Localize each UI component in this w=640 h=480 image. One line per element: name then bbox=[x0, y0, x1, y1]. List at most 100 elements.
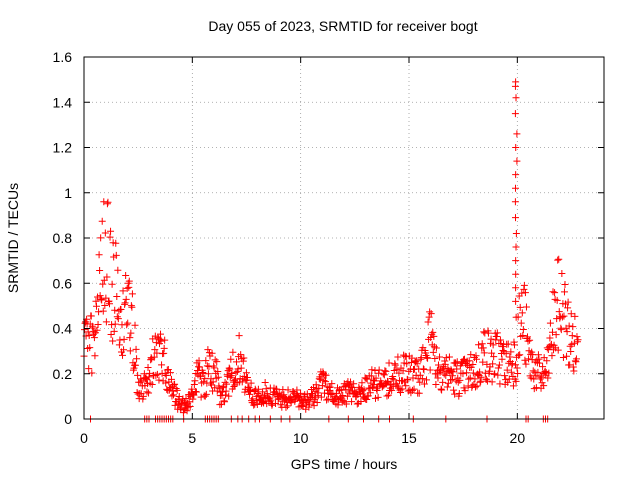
data-point bbox=[313, 398, 321, 406]
data-point bbox=[131, 321, 139, 329]
data-point bbox=[218, 388, 226, 396]
data-point bbox=[423, 376, 431, 384]
data-point bbox=[99, 280, 107, 288]
data-point bbox=[260, 399, 268, 407]
data-point bbox=[480, 328, 488, 336]
data-point bbox=[388, 386, 396, 394]
data-point bbox=[89, 324, 97, 332]
data-point bbox=[225, 392, 233, 400]
data-point bbox=[305, 400, 313, 408]
data-point bbox=[501, 372, 509, 380]
data-point bbox=[121, 299, 129, 307]
data-point bbox=[413, 357, 421, 365]
data-point bbox=[99, 307, 107, 315]
data-point bbox=[558, 270, 566, 278]
data-point bbox=[152, 339, 160, 347]
data-point bbox=[186, 403, 194, 410]
data-point bbox=[148, 381, 156, 389]
data-point bbox=[254, 385, 262, 393]
data-point bbox=[512, 270, 520, 278]
y-tick-label: 0.8 bbox=[53, 230, 73, 246]
data-point bbox=[104, 198, 112, 206]
data-point bbox=[160, 349, 168, 357]
data-point bbox=[158, 361, 166, 369]
data-point bbox=[552, 331, 560, 339]
data-point bbox=[521, 289, 529, 297]
data-point bbox=[494, 371, 502, 379]
data-point bbox=[348, 384, 356, 392]
data-point bbox=[448, 367, 456, 375]
data-point bbox=[408, 386, 416, 394]
data-point bbox=[235, 332, 243, 340]
data-point bbox=[305, 403, 313, 411]
data-point bbox=[436, 353, 444, 361]
data-point bbox=[403, 360, 411, 368]
data-point bbox=[476, 368, 484, 376]
data-point bbox=[281, 395, 289, 403]
data-point bbox=[410, 385, 418, 393]
data-point bbox=[545, 369, 553, 377]
data-point bbox=[424, 318, 432, 326]
data-point bbox=[320, 389, 328, 397]
data-point bbox=[229, 348, 237, 356]
data-point bbox=[546, 319, 554, 327]
data-point bbox=[514, 369, 522, 377]
data-point bbox=[157, 330, 165, 338]
data-point bbox=[334, 401, 342, 409]
data-point bbox=[126, 334, 134, 342]
data-point bbox=[434, 374, 442, 382]
data-point bbox=[342, 386, 350, 394]
data-point bbox=[297, 389, 305, 397]
data-point bbox=[431, 354, 439, 362]
data-point bbox=[210, 362, 218, 370]
data-point bbox=[512, 257, 520, 265]
data-point bbox=[116, 336, 124, 344]
data-point bbox=[282, 403, 290, 411]
data-point bbox=[512, 361, 520, 369]
data-point bbox=[96, 267, 104, 275]
data-point bbox=[240, 354, 248, 362]
data-point bbox=[284, 402, 292, 410]
data-point bbox=[513, 130, 521, 138]
data-point bbox=[289, 388, 297, 396]
data-point bbox=[518, 289, 526, 297]
data-point bbox=[276, 392, 284, 400]
data-point bbox=[85, 332, 93, 340]
data-point bbox=[551, 289, 559, 297]
data-point bbox=[123, 321, 131, 329]
data-point bbox=[430, 332, 438, 340]
data-point bbox=[132, 345, 140, 353]
data-point bbox=[373, 386, 381, 394]
data-point bbox=[503, 366, 511, 374]
data-point bbox=[124, 319, 132, 327]
data-point bbox=[479, 344, 487, 352]
data-point bbox=[368, 366, 376, 374]
data-point bbox=[506, 353, 514, 361]
data-point bbox=[548, 352, 556, 360]
data-point bbox=[153, 349, 161, 357]
data-point bbox=[404, 376, 412, 384]
data-point bbox=[195, 357, 203, 365]
data-point bbox=[284, 386, 292, 394]
data-point bbox=[448, 375, 456, 383]
data-point bbox=[441, 357, 449, 365]
data-point bbox=[456, 376, 464, 384]
data-point bbox=[475, 341, 483, 349]
data-point bbox=[257, 393, 265, 401]
data-point bbox=[441, 360, 449, 368]
data-point bbox=[560, 288, 568, 296]
data-point bbox=[489, 341, 497, 349]
data-point bbox=[117, 306, 125, 314]
data-point bbox=[326, 387, 334, 395]
data-point bbox=[221, 398, 229, 406]
data-point bbox=[81, 326, 89, 334]
data-point bbox=[495, 361, 503, 369]
data-point bbox=[539, 363, 547, 371]
data-point bbox=[512, 377, 520, 385]
y-tick-label: 0.6 bbox=[53, 275, 73, 291]
data-point bbox=[399, 367, 407, 375]
data-point bbox=[315, 384, 323, 392]
data-point bbox=[126, 347, 134, 355]
data-point bbox=[380, 371, 388, 379]
data-point bbox=[173, 386, 181, 394]
